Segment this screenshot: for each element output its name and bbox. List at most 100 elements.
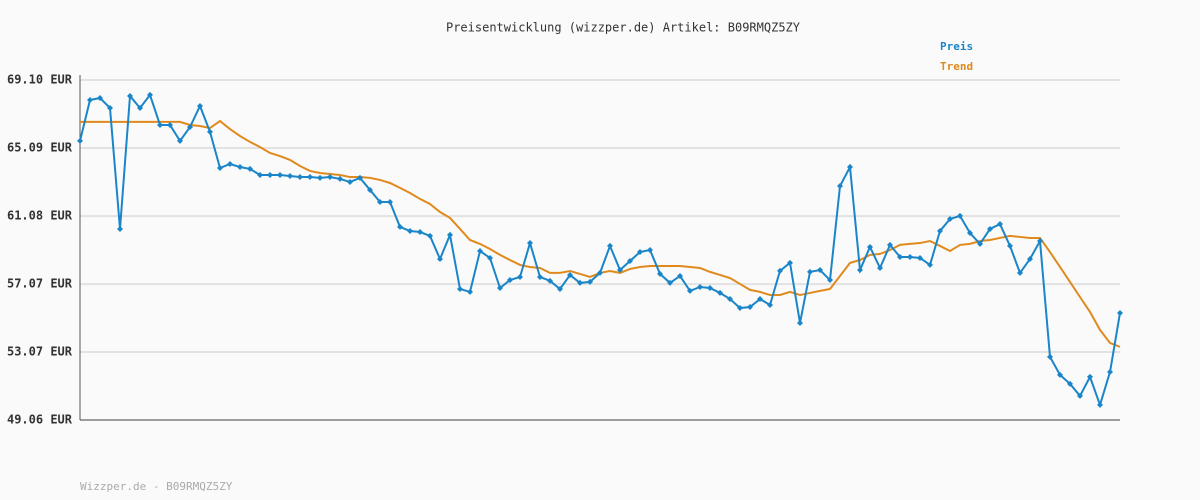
point-marker: [687, 287, 693, 294]
chart-title: Preisentwicklung (wizzper.de) Artikel: B…: [446, 21, 801, 35]
point-marker: [797, 319, 803, 326]
point-marker: [337, 175, 343, 182]
point-marker: [897, 253, 903, 260]
point-marker: [527, 240, 533, 247]
point-marker: [547, 277, 553, 284]
point-marker: [877, 264, 883, 271]
point-marker: [197, 102, 203, 109]
point-marker: [137, 104, 143, 111]
point-marker: [667, 279, 673, 286]
point-marker: [287, 173, 293, 180]
point-marker: [597, 269, 603, 276]
point-marker: [617, 267, 623, 274]
point-marker: [947, 215, 953, 222]
point-marker: [837, 183, 843, 190]
point-marker: [207, 128, 213, 135]
point-marker: [557, 286, 563, 293]
point-marker: [467, 288, 473, 295]
point-marker: [807, 268, 813, 275]
point-marker: [377, 198, 383, 205]
point-marker: [1037, 238, 1043, 245]
point-marker: [937, 227, 943, 234]
point-marker: [887, 241, 893, 248]
point-marker: [717, 289, 723, 296]
point-marker: [107, 104, 113, 111]
point-marker: [297, 174, 303, 181]
point-marker: [97, 94, 103, 101]
point-marker: [367, 186, 373, 193]
point-marker: [247, 165, 253, 172]
point-marker: [637, 249, 643, 256]
point-marker: [627, 258, 633, 265]
point-marker: [787, 259, 793, 266]
point-marker: [957, 212, 963, 219]
point-marker: [1047, 353, 1053, 360]
point-marker: [487, 254, 493, 261]
point-marker: [1067, 380, 1073, 387]
point-marker: [277, 172, 283, 179]
point-marker: [267, 172, 273, 179]
point-marker: [127, 92, 133, 99]
legend-label: Preis: [940, 40, 973, 53]
point-marker: [707, 285, 713, 292]
footer: Wizzper.de - B09RMQZ5ZY: [80, 480, 233, 493]
point-marker: [727, 296, 733, 303]
point-marker: [87, 97, 93, 104]
point-marker: [437, 255, 443, 262]
point-marker: [357, 174, 363, 181]
point-marker: [387, 198, 393, 205]
point-marker: [1087, 373, 1093, 380]
point-marker: [577, 279, 583, 286]
point-marker: [587, 278, 593, 285]
point-marker: [177, 137, 183, 144]
point-marker: [747, 304, 753, 311]
y-tick-label: 61.08 EUR: [7, 209, 73, 223]
point-marker: [1117, 309, 1123, 316]
point-marker: [917, 254, 923, 261]
point-marker: [427, 232, 433, 239]
point-marker: [307, 174, 313, 181]
point-marker: [677, 272, 683, 279]
point-marker: [987, 225, 993, 232]
point-marker: [857, 267, 863, 274]
point-marker: [77, 137, 83, 144]
point-marker: [607, 242, 613, 249]
point-marker: [1027, 255, 1033, 262]
point-marker: [257, 172, 263, 179]
point-marker: [1057, 371, 1063, 378]
point-marker: [737, 305, 743, 312]
point-marker: [227, 160, 233, 167]
y-tick-label: 53.07 EUR: [7, 344, 73, 358]
point-marker: [817, 267, 823, 274]
point-marker: [417, 229, 423, 236]
point-marker: [327, 174, 333, 181]
point-marker: [657, 270, 663, 277]
point-marker: [1107, 368, 1113, 375]
point-marker: [117, 225, 123, 232]
point-marker: [317, 174, 323, 181]
point-marker: [927, 261, 933, 268]
point-marker: [567, 271, 573, 278]
point-marker: [477, 248, 483, 255]
point-marker: [907, 253, 913, 260]
point-marker: [507, 277, 513, 284]
point-marker: [757, 296, 763, 303]
point-marker: [997, 221, 1003, 228]
point-marker: [217, 165, 223, 172]
point-marker: [1017, 269, 1023, 276]
point-marker: [1077, 392, 1083, 399]
point-marker: [187, 123, 193, 130]
point-marker: [537, 273, 543, 280]
point-marker: [967, 230, 973, 237]
y-tick-label: 57.07 EUR: [7, 277, 73, 291]
point-marker: [457, 286, 463, 293]
y-tick-label: 49.06 EUR: [7, 413, 73, 427]
point-marker: [157, 121, 163, 128]
y-tick-label: 65.09 EUR: [7, 141, 73, 155]
point-marker: [827, 277, 833, 284]
point-marker: [977, 240, 983, 247]
point-marker: [777, 267, 783, 274]
point-marker: [847, 164, 853, 171]
